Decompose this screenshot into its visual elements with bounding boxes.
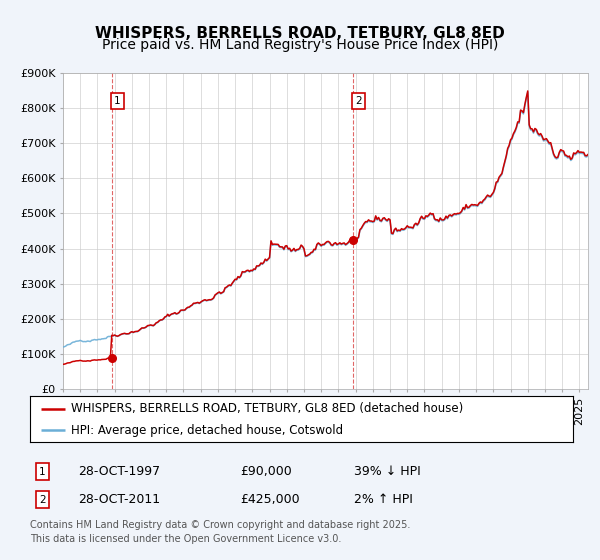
Text: WHISPERS, BERRELLS ROAD, TETBURY, GL8 8ED (detached house): WHISPERS, BERRELLS ROAD, TETBURY, GL8 8E…	[71, 403, 463, 416]
Text: 2% ↑ HPI: 2% ↑ HPI	[354, 493, 413, 506]
Text: 39% ↓ HPI: 39% ↓ HPI	[354, 465, 421, 478]
Text: 2: 2	[39, 494, 46, 505]
Text: WHISPERS, BERRELLS ROAD, TETBURY, GL8 8ED: WHISPERS, BERRELLS ROAD, TETBURY, GL8 8E…	[95, 26, 505, 41]
Text: 28-OCT-2011: 28-OCT-2011	[78, 493, 160, 506]
Text: Price paid vs. HM Land Registry's House Price Index (HPI): Price paid vs. HM Land Registry's House …	[102, 38, 498, 52]
Text: 1: 1	[114, 96, 121, 106]
Text: £425,000: £425,000	[240, 493, 299, 506]
Text: 2: 2	[355, 96, 362, 106]
Text: £90,000: £90,000	[240, 465, 292, 478]
Text: HPI: Average price, detached house, Cotswold: HPI: Average price, detached house, Cots…	[71, 423, 343, 436]
Text: 28-OCT-1997: 28-OCT-1997	[78, 465, 160, 478]
Text: 1: 1	[39, 466, 46, 477]
Text: Contains HM Land Registry data © Crown copyright and database right 2025.
This d: Contains HM Land Registry data © Crown c…	[30, 520, 410, 544]
